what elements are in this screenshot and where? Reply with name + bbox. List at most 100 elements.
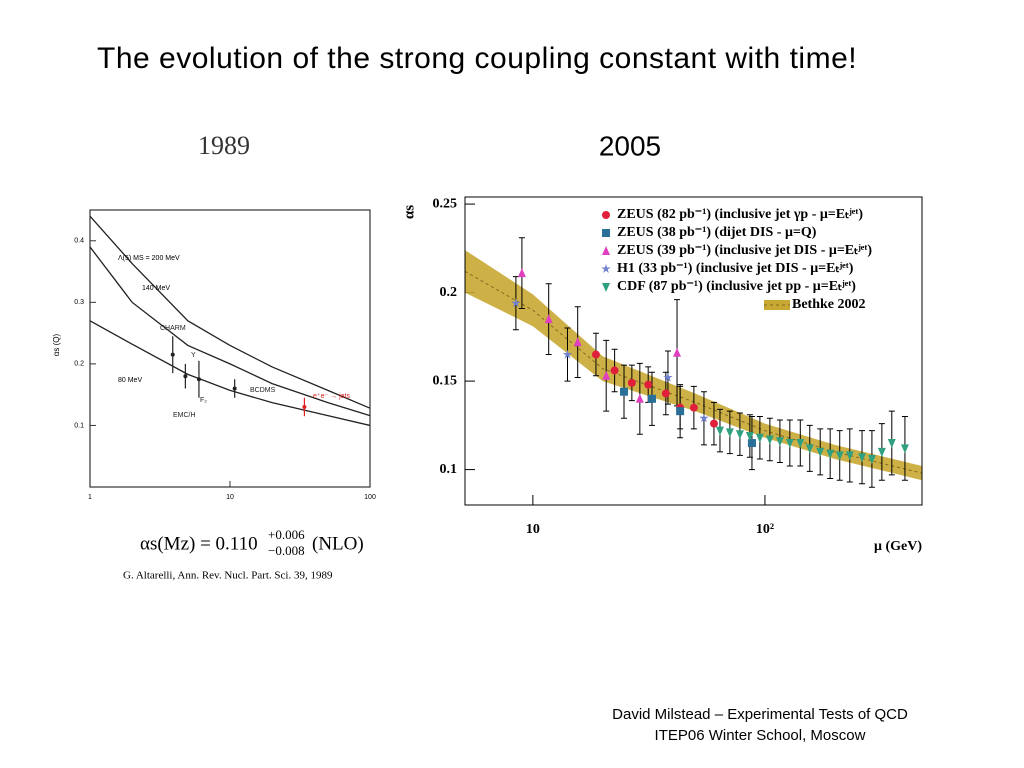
x-tick-label: 1 [88,494,92,501]
point [755,433,764,443]
formula-minus: −0.008 [268,543,305,558]
point [699,413,709,423]
measurement [170,352,175,357]
point [816,447,825,457]
y-tick-label: 0.25 [433,196,458,211]
point [845,451,854,461]
x-tick-label: 100 [364,494,376,501]
point [673,347,682,357]
legend-marker [602,246,610,255]
point [635,393,644,403]
legend-label: Bethke 2002 [792,297,866,312]
y-tick-label: 0.2 [74,361,84,368]
point [805,444,814,454]
point [689,403,698,412]
point [887,439,896,449]
point [627,378,636,387]
point [511,298,521,308]
point [620,387,629,396]
point [644,380,653,389]
point [676,407,685,416]
x-axis-label: μ (GeV) [874,539,922,554]
y-axis-label: αs (Q) [52,333,61,356]
slide-title: The evolution of the strong coupling con… [97,42,858,75]
point [591,350,600,359]
point [858,453,867,463]
point [867,454,876,464]
point [602,370,611,380]
chart-title: 2005 [599,130,661,161]
annotation: e⁺e⁻ → jets [313,393,350,400]
x-tick-label: 10 [526,522,540,537]
point [747,439,756,448]
point [610,366,619,375]
point [765,435,774,445]
point [647,394,656,403]
annotation: F₂ [200,397,207,404]
formula-lhs: αs(Mz) = 0.110 [140,533,258,554]
curve [89,246,371,417]
legend-label: H1 (33 pb⁻¹) (inclusive jet DIS - μ=Eₜʲᵉ… [617,261,854,276]
point [735,430,744,440]
plot-frame [464,196,923,506]
point [900,444,909,454]
y-tick-label: 0.1 [440,462,458,477]
curve [89,320,371,427]
formula-plus: +0.006 [268,527,305,542]
plot-frame [89,209,371,488]
formula-tail: (NLO) [312,533,364,554]
measurement [183,374,188,379]
curve-label: Λ(5) MS = 200 MeV [118,255,180,262]
point [715,426,724,436]
annotation: CHARM [160,325,186,332]
measurement [232,386,237,391]
band [465,250,922,481]
point [835,451,844,461]
point [785,439,794,449]
footer-line: David Milstead – Experimental Tests of Q… [612,706,908,723]
y-tick-label: 0.15 [433,373,458,388]
measurement [302,404,307,409]
band-center [464,270,923,474]
y-tick-label: 0.4 [74,238,84,245]
point [826,449,835,459]
point [573,337,582,347]
x-tick-label: 10 [226,494,234,501]
curve [89,215,371,409]
footer-line: ITEP06 Winter School, Moscow [654,727,866,744]
annotation: Υ [191,352,196,359]
legend-marker [602,211,610,219]
legend-label: ZEUS (82 pb⁻¹) (inclusive jet γp - μ=Eₜʲ… [617,207,863,222]
point [517,268,526,278]
y-tick-label: 0.2 [440,285,458,300]
point [562,349,573,359]
point [709,419,718,428]
citation: G. Altarelli, Ann. Rev. Nucl. Part. Sci.… [123,570,333,582]
point [796,439,805,449]
legend-marker [602,229,610,237]
point [544,314,553,324]
point [663,372,673,382]
curve-label: 140 MeV [142,285,170,292]
y-tick-label: 0.3 [74,299,84,306]
point [877,447,886,457]
legend-label: ZEUS (39 pb⁻¹) (inclusive jet DIS - μ=Eₜ… [617,243,872,258]
x-tick-label: 10² [756,522,774,537]
y-tick-label: 0.1 [74,422,84,429]
curve-label: 80 MeV [118,377,142,384]
y-axis-label: αs [401,205,417,219]
point [725,428,734,438]
point [775,437,784,447]
legend-marker [601,264,611,274]
measurement [196,377,201,382]
point [661,389,670,398]
annotation: EMC/H [173,412,196,419]
legend-marker [602,283,610,292]
point [745,431,754,441]
legend-label: CDF (87 pb⁻¹) (inclusive jet pp - μ=Eₜʲᵉ… [617,279,856,294]
annotation: BCDMS [250,387,276,394]
chart-title: 1989 [198,131,250,160]
legend-label: ZEUS (38 pb⁻¹) (dijet DIS - μ=Q) [617,225,817,240]
